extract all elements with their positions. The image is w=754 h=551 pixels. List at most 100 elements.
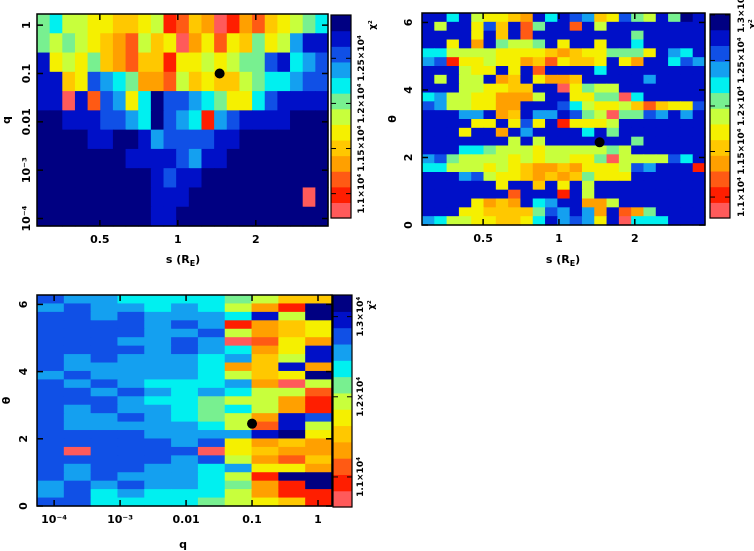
heatmap-cell — [171, 311, 199, 321]
heatmap-cell — [37, 110, 51, 131]
heatmap-cell — [171, 345, 199, 355]
heatmap-cell — [150, 129, 165, 150]
heatmap-cell — [90, 489, 119, 499]
heatmap-cell — [483, 92, 497, 102]
heatmap-cell — [278, 295, 306, 305]
y-tick-label: 0.1 — [20, 64, 33, 84]
heatmap-cell — [305, 303, 333, 313]
heatmap-cell — [37, 370, 65, 380]
heatmap-cell — [49, 206, 63, 227]
heatmap-cell — [655, 83, 669, 94]
heatmap-cell — [252, 129, 266, 150]
heatmap-cell — [520, 13, 534, 23]
heatmap-cell — [606, 189, 620, 200]
x-tick-label: 2 — [252, 233, 260, 246]
heatmap-cell — [138, 14, 152, 34]
heatmap-cell — [643, 172, 657, 182]
heatmap-cell — [90, 396, 119, 406]
heatmap-cell — [471, 207, 485, 217]
heatmap-cell — [251, 438, 279, 448]
heatmap-cell — [290, 110, 304, 131]
heatmap-cell — [692, 180, 706, 191]
heatmap-cell — [668, 207, 681, 217]
heatmap-cell — [545, 57, 558, 67]
heatmap-cell — [224, 438, 253, 448]
heatmap-cell — [49, 129, 63, 150]
heatmap-cell — [508, 110, 522, 120]
heatmap-cell — [581, 48, 595, 58]
heatmap-cell — [197, 404, 226, 414]
heatmap-cell — [125, 187, 139, 208]
heatmap-cell — [680, 154, 694, 164]
heatmap-cell — [668, 13, 681, 23]
heatmap-cell — [618, 66, 632, 76]
heatmap-cell — [163, 129, 177, 150]
heatmap-cell — [197, 295, 226, 305]
x-axis-title-main: s (R — [546, 253, 570, 266]
x-tick-label: 0.1 — [242, 513, 262, 526]
heatmap-cell — [63, 337, 92, 347]
heatmap-cell — [188, 33, 203, 54]
heatmap-cell — [508, 163, 522, 173]
heatmap-cell — [520, 39, 534, 49]
heatmap-cell — [188, 110, 203, 131]
heatmap-cell — [251, 404, 279, 414]
heatmap-cell — [520, 110, 534, 120]
heatmap-cell — [532, 13, 546, 23]
heatmap-cell — [37, 404, 65, 414]
heatmap-cell — [176, 33, 190, 54]
heatmap-cell — [251, 480, 279, 490]
heatmap-cell — [655, 216, 669, 226]
heatmap-cell — [63, 472, 92, 482]
heatmap-cell — [87, 33, 101, 54]
heatmap-cell — [458, 21, 472, 32]
heatmap-cell — [264, 52, 278, 73]
plot-frame — [36, 13, 329, 227]
heatmap-cell — [668, 110, 681, 120]
heatmap-cell — [655, 207, 669, 217]
heatmap-cell — [680, 92, 694, 102]
heatmap-cell — [569, 13, 583, 23]
heatmap-cell — [251, 446, 279, 456]
heatmap-cell — [278, 463, 306, 473]
heatmap-cell — [668, 216, 681, 226]
heatmap-cell — [422, 172, 435, 182]
heatmap-cell — [631, 119, 645, 129]
heatmap-cell — [471, 119, 485, 129]
colorbar-tick-label: 1.25×10⁴ — [357, 35, 367, 81]
heatmap-cell — [63, 430, 92, 440]
heatmap-cell — [74, 148, 89, 169]
x-axis-title-end: ) — [575, 253, 580, 266]
heatmap-cell — [224, 404, 253, 414]
colorbar-swatch — [333, 458, 352, 475]
heatmap-cell — [458, 189, 472, 200]
heatmap-cell — [618, 136, 632, 147]
heatmap-cell — [680, 136, 694, 147]
heatmap-cell — [508, 21, 522, 32]
heatmap-cell — [680, 145, 694, 155]
heatmap-cell — [63, 320, 92, 330]
heatmap-cell — [655, 145, 669, 155]
heatmap-cell — [569, 74, 583, 85]
plot-frame — [421, 12, 706, 226]
heatmap-cell — [197, 354, 226, 364]
heatmap-cell — [117, 370, 145, 380]
heatmap-cell — [532, 172, 546, 182]
heatmap-cell — [171, 480, 199, 490]
heatmap-cell — [508, 198, 522, 208]
heatmap-cell — [117, 379, 145, 389]
heatmap-cell — [112, 110, 127, 131]
heatmap-cell — [277, 168, 291, 189]
heatmap-cell — [144, 379, 172, 389]
colorbar-tick-label: 1.2×10⁴ — [357, 83, 367, 123]
heatmap-cell — [594, 145, 608, 155]
heatmap-cell — [532, 39, 546, 49]
colorbar-title: χ² — [367, 300, 377, 310]
heatmap-cell — [171, 463, 199, 473]
heatmap-cell — [37, 446, 65, 456]
y-tick-label: 4 — [17, 367, 30, 375]
heatmap-cell — [226, 110, 241, 131]
colorbar-title: χ² — [368, 20, 378, 30]
heatmap-cell — [458, 180, 472, 191]
colorbar-swatch — [710, 14, 730, 31]
